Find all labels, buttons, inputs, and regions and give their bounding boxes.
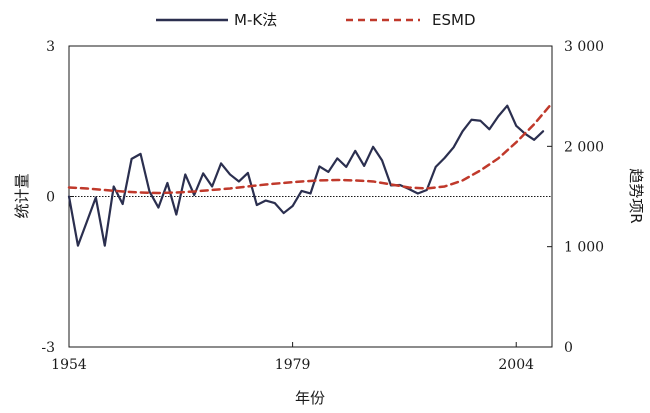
y-axis-title: 统计量 [13,173,31,218]
legend-label-mk: M-K法 [234,11,277,29]
y-tick-label: 3 [46,39,55,55]
x-axis-title: 年份 [295,389,325,407]
x-tick-label: 1979 [275,357,311,373]
legend: M-K法 ESMD [156,11,476,29]
series-line-mk [67,104,545,247]
y2-tick-label: 1 000 [564,240,604,256]
y-tick-label: 0 [46,190,55,206]
x-tick-label: 2004 [498,357,534,373]
legend-label-esmd: ESMD [432,11,476,29]
y2-tick-label: 2 000 [564,139,604,155]
y-tick-label: -3 [41,340,55,356]
y2-tick-label: 0 [564,340,573,356]
series-line-esmd [67,101,554,195]
y2-axis-title: 趋势项R [627,168,645,223]
y2-tick-label: 3 000 [564,39,604,55]
x-tick-label: 1954 [51,357,87,373]
